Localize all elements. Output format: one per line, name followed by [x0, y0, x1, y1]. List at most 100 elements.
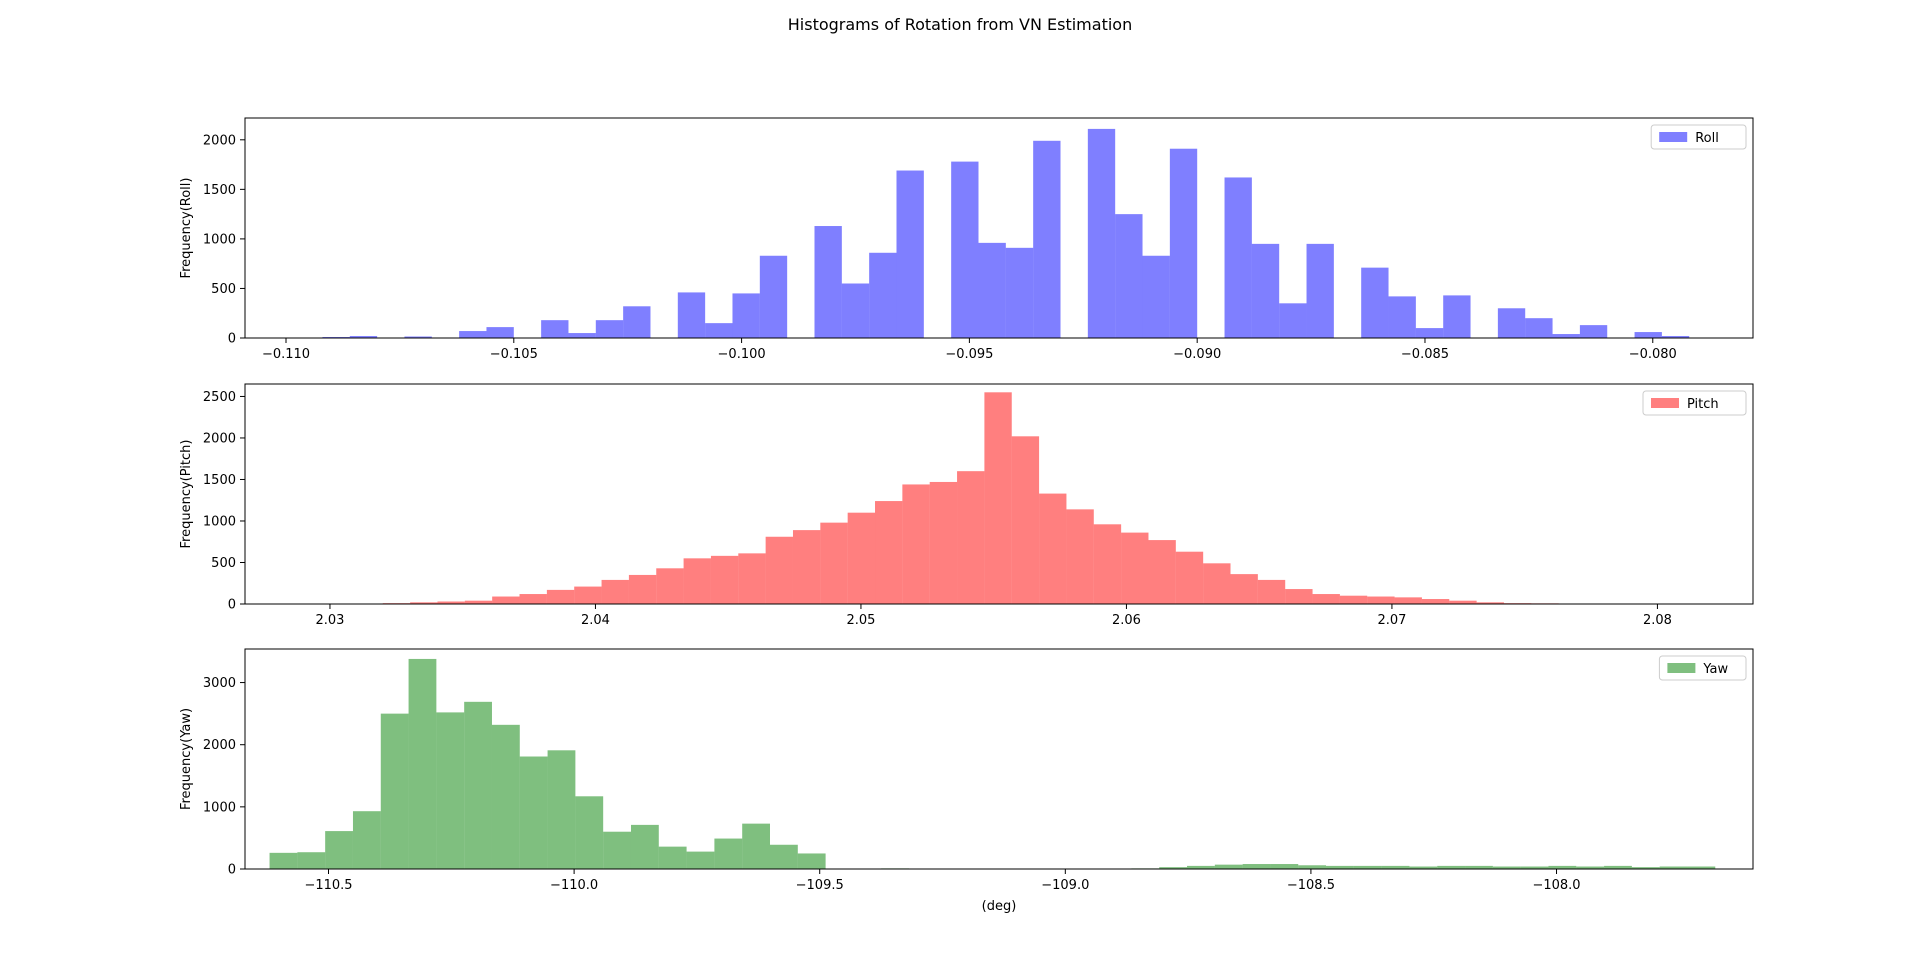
pitch-xtick-label: 2.03	[315, 613, 344, 628]
pitch-bar	[1011, 436, 1040, 604]
pitch-ytick-label: 1000	[203, 514, 236, 529]
pitch-bar	[875, 501, 903, 604]
roll-bar	[1251, 243, 1280, 338]
roll-bar	[759, 255, 788, 338]
roll-xtick-label: −0.110	[262, 347, 310, 362]
roll-bar	[814, 226, 842, 338]
yaw-bar	[1187, 865, 1215, 869]
pitch-bar	[902, 484, 930, 604]
pitch-bar	[1121, 532, 1149, 604]
yaw-ylabel: Frequency(Yaw)	[179, 708, 194, 810]
roll-bar	[677, 292, 706, 338]
pitch-bar	[656, 568, 684, 604]
roll-xtick-label: −0.095	[945, 347, 993, 362]
yaw-bar	[1687, 866, 1716, 869]
yaw-ytick-label: 2000	[203, 738, 236, 753]
yaw-bar	[1631, 867, 1660, 869]
roll-bar	[1087, 128, 1116, 338]
roll-bar	[1579, 325, 1608, 338]
roll-xtick-label: −0.080	[1629, 347, 1677, 362]
yaw-bar	[464, 701, 492, 869]
yaw-bar	[1437, 865, 1466, 869]
yaw-bar	[1242, 864, 1271, 869]
pitch-ytick-label: 2500	[203, 390, 236, 405]
roll-ytick-label: 1500	[203, 183, 236, 198]
pitch-bar	[601, 579, 629, 604]
yaw-bar	[714, 838, 743, 869]
yaw-legend-label: Yaw	[1702, 662, 1728, 677]
roll-legend-box	[1650, 124, 1747, 150]
pitch-bar	[1394, 597, 1422, 604]
yaw-bar	[1381, 865, 1410, 869]
pitch-legend-box	[1642, 390, 1747, 416]
yaw-bar	[658, 846, 687, 869]
yaw-bar	[380, 713, 409, 869]
pitch-xtick-label: 2.07	[1377, 613, 1406, 628]
roll-bar	[1415, 328, 1444, 338]
pitch-bar	[1203, 563, 1231, 604]
yaw-bar	[1659, 866, 1688, 869]
yaw-bar	[1492, 866, 1521, 869]
roll-axes-frame	[244, 117, 1754, 339]
pitch-ytick-label: 500	[211, 556, 236, 571]
roll-legend-label: Roll	[1695, 131, 1719, 146]
pitch-xtick-label: 2.08	[1643, 613, 1672, 628]
yaw-bar	[325, 831, 353, 869]
roll-bar	[1552, 334, 1580, 338]
roll-bar	[1443, 295, 1471, 338]
roll-ylabel: Frequency(Roll)	[179, 178, 194, 279]
roll-ytick-label: 0	[228, 332, 236, 347]
yaw-xtick-label: −110.5	[304, 878, 352, 893]
roll-xtick-label: −0.100	[718, 347, 766, 362]
pitch-bar	[984, 392, 1012, 604]
roll-bar	[1115, 214, 1143, 338]
roll-bar	[1361, 267, 1389, 338]
yaw-bar	[686, 851, 715, 869]
roll-bar	[951, 161, 979, 338]
roll-ytick-label: 2000	[203, 133, 236, 148]
pitch-bar	[410, 602, 438, 604]
roll-bar	[1169, 148, 1198, 338]
pitch-bar	[1449, 600, 1477, 604]
yaw-xtick-label: −108.5	[1287, 878, 1335, 893]
yaw-ytick-label: 1000	[203, 800, 236, 815]
yaw-bar	[1548, 865, 1577, 869]
pitch-bar	[1367, 596, 1395, 604]
pitch-bar	[957, 471, 985, 604]
yaw-bar	[770, 844, 798, 869]
yaw-ytick-label: 0	[228, 863, 236, 878]
roll-bar	[541, 320, 569, 338]
roll-bar	[459, 331, 487, 338]
pitch-bar	[738, 553, 766, 604]
roll-bar	[404, 336, 432, 338]
pitch-ylabel: Frequency(Pitch)	[179, 440, 194, 549]
pitch-ytick-label: 2000	[203, 431, 236, 446]
pitch-axes-frame	[244, 383, 1754, 605]
chart-title: Histograms of Rotation from VN Estimatio…	[787, 15, 1133, 34]
roll-bar	[1005, 247, 1034, 338]
yaw-xtick-label: −110.0	[550, 878, 598, 893]
roll-bar	[595, 320, 624, 338]
yaw-bar	[519, 756, 548, 869]
pitch-bar	[1257, 579, 1286, 604]
pitch-bar	[1039, 493, 1067, 604]
yaw-bar	[1326, 865, 1354, 869]
roll-legend-swatch	[1659, 132, 1688, 142]
pitch-bar	[1148, 540, 1176, 604]
roll-bar	[896, 170, 924, 338]
roll-bar	[1224, 177, 1252, 338]
yaw-xtick-label: −108.0	[1532, 878, 1580, 893]
roll-ytick-label: 1000	[203, 232, 236, 247]
pitch-bar	[492, 596, 520, 604]
pitch-bar	[464, 600, 493, 604]
yaw-ytick-label: 3000	[203, 676, 236, 691]
pitch-bar	[1339, 595, 1368, 604]
yaw-bar	[547, 750, 576, 869]
pitch-bar	[820, 522, 848, 604]
yaw-bar	[1604, 865, 1632, 869]
pitch-ytick-label: 0	[228, 598, 236, 613]
pitch-xtick-label: 2.05	[846, 613, 875, 628]
roll-bar	[623, 306, 651, 338]
yaw-legend-box	[1658, 655, 1747, 681]
